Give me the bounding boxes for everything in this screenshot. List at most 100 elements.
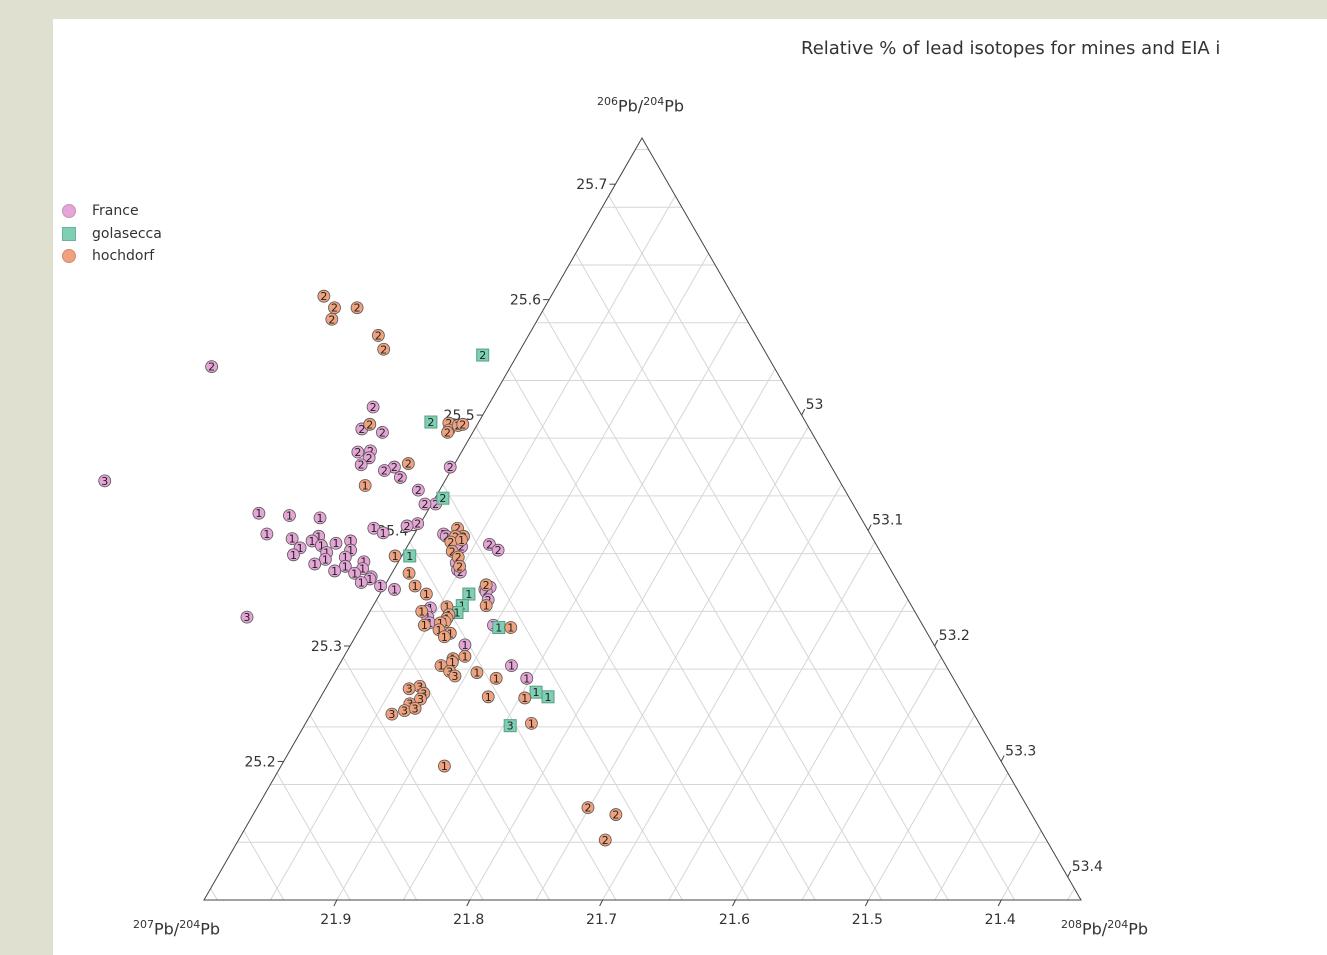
data-point-circle[interactable] bbox=[350, 301, 364, 315]
data-label: 1 bbox=[493, 672, 500, 685]
legend-item-hochdorf[interactable]: hochdorf bbox=[62, 245, 162, 268]
gridline bbox=[602, 484, 842, 901]
data-point-circle[interactable] bbox=[437, 630, 451, 644]
data-point-circle[interactable] bbox=[408, 579, 422, 593]
data-point-circle[interactable] bbox=[328, 564, 342, 578]
data-point-circle[interactable] bbox=[443, 460, 457, 474]
data-point-square[interactable] bbox=[462, 587, 476, 601]
tick-labels: 25.725.625.525.425.325.221.9 21.8 21.7 21.6… bbox=[244, 177, 1102, 928]
data-point-circle[interactable] bbox=[260, 527, 274, 541]
data-point-circle[interactable] bbox=[317, 289, 331, 303]
data-point-square[interactable] bbox=[403, 549, 417, 563]
data-point-circle[interactable] bbox=[489, 671, 503, 685]
data-point-square[interactable] bbox=[503, 719, 517, 733]
axis-title-right: 208Pb/204Pb bbox=[1061, 918, 1149, 939]
data-point-circle[interactable] bbox=[377, 342, 391, 356]
tick-mark bbox=[997, 899, 1002, 907]
data-point-circle[interactable] bbox=[363, 417, 377, 431]
data-point-circle[interactable] bbox=[348, 566, 362, 580]
data-point-circle[interactable] bbox=[205, 360, 219, 374]
data-point-circle[interactable] bbox=[366, 400, 380, 414]
data-point-circle[interactable] bbox=[240, 610, 254, 624]
tick-label-a: 25.2 bbox=[244, 754, 275, 770]
gridline bbox=[475, 426, 750, 901]
data-label: 1 bbox=[533, 686, 540, 699]
data-point-circle[interactable] bbox=[402, 682, 416, 696]
data-point-circle[interactable] bbox=[400, 519, 414, 533]
data-point-circle[interactable] bbox=[581, 801, 595, 815]
data-point-circle[interactable] bbox=[504, 621, 518, 634]
data-point-circle[interactable] bbox=[98, 474, 112, 488]
data-point-square[interactable] bbox=[476, 348, 490, 362]
data-point-circle[interactable] bbox=[481, 690, 495, 704]
data-point-circle[interactable] bbox=[448, 669, 462, 683]
data-point-circle[interactable] bbox=[318, 553, 332, 566]
data-point-circle[interactable] bbox=[287, 548, 300, 562]
data-point-circle[interactable] bbox=[388, 549, 402, 563]
data-label: 1 bbox=[347, 535, 354, 548]
data-point-circle[interactable] bbox=[518, 691, 532, 705]
tick-label-a: 25.6 bbox=[510, 293, 541, 309]
data-point-square[interactable] bbox=[541, 690, 555, 704]
data-point-circle[interactable] bbox=[470, 666, 484, 679]
data-point-circle[interactable] bbox=[378, 464, 391, 477]
data-label: 2 bbox=[483, 586, 490, 599]
data-point-circle[interactable] bbox=[479, 599, 493, 612]
data-label: 2 bbox=[379, 426, 386, 439]
data-point-circle[interactable] bbox=[402, 566, 416, 580]
data-label: 3 bbox=[388, 708, 395, 721]
data-point-circle[interactable] bbox=[479, 578, 493, 592]
data-point-circle[interactable] bbox=[388, 583, 401, 596]
data-point-circle[interactable] bbox=[376, 426, 389, 439]
data-point-circle[interactable] bbox=[491, 543, 505, 557]
data-label: 2 bbox=[458, 541, 465, 554]
data-point-circle[interactable] bbox=[351, 445, 365, 459]
data-point-circle[interactable] bbox=[401, 457, 415, 470]
data-point-circle[interactable] bbox=[358, 479, 372, 492]
data-point-circle[interactable] bbox=[325, 312, 339, 326]
data-label: 2 bbox=[366, 418, 373, 431]
data-label: 2 bbox=[370, 401, 377, 414]
data-point-circle[interactable] bbox=[419, 587, 433, 601]
data-point-circle[interactable] bbox=[354, 576, 368, 589]
data-point-circle[interactable] bbox=[520, 671, 534, 685]
data-point-circle[interactable] bbox=[329, 536, 343, 550]
tick-label-b: 21.7 bbox=[586, 912, 617, 928]
data-point-circle[interactable] bbox=[456, 417, 470, 431]
data-point-circle[interactable] bbox=[438, 759, 451, 773]
data-point-circle[interactable] bbox=[338, 559, 352, 573]
data-point-circle[interactable] bbox=[283, 509, 296, 522]
data-point-circle[interactable] bbox=[598, 833, 612, 847]
gridline bbox=[402, 310, 743, 901]
data-point-circle[interactable] bbox=[371, 329, 385, 342]
data-label: 1 bbox=[391, 583, 398, 596]
data-point-circle[interactable] bbox=[252, 506, 266, 520]
data-point-circle[interactable] bbox=[453, 559, 466, 573]
data-point-square[interactable] bbox=[436, 491, 450, 505]
gridline bbox=[376, 599, 550, 901]
legend-item-golasecca[interactable]: golasecca bbox=[62, 223, 162, 246]
data-point-circle[interactable] bbox=[505, 659, 518, 673]
data-point-circle[interactable] bbox=[393, 471, 407, 484]
data-point-circle[interactable] bbox=[408, 701, 422, 715]
data-label: 1 bbox=[377, 580, 384, 593]
data-point-circle[interactable] bbox=[374, 579, 387, 593]
data-point-circle[interactable] bbox=[609, 808, 623, 821]
data-point-circle[interactable] bbox=[525, 716, 538, 730]
data-point-circle[interactable] bbox=[285, 532, 299, 546]
data-point-circle[interactable] bbox=[354, 458, 368, 472]
data-point-circle[interactable] bbox=[417, 618, 431, 632]
data-point-circle[interactable] bbox=[418, 497, 432, 511]
data-point-square[interactable] bbox=[424, 415, 438, 429]
data-point-circle[interactable] bbox=[455, 533, 468, 547]
data-point-circle[interactable] bbox=[376, 526, 390, 540]
data-point-circle[interactable] bbox=[411, 483, 425, 497]
data-point-circle[interactable] bbox=[385, 707, 399, 721]
data-point-circle[interactable] bbox=[415, 604, 429, 618]
gridline bbox=[1067, 888, 1075, 901]
data-point-circle[interactable] bbox=[313, 511, 327, 525]
data-point-circle[interactable] bbox=[441, 426, 454, 439]
data-point-circle[interactable] bbox=[308, 557, 322, 571]
legend-item-france[interactable]: France bbox=[62, 200, 162, 223]
